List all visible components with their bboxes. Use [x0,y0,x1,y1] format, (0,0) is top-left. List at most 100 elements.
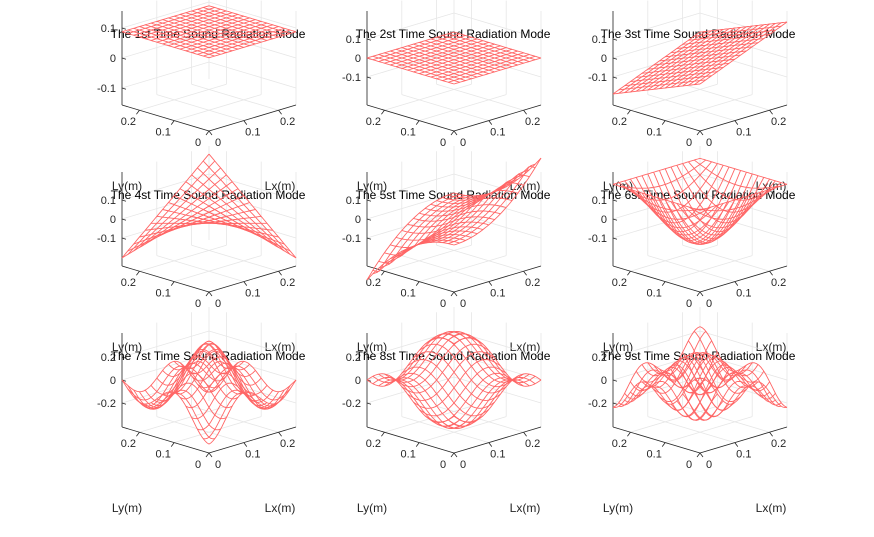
grid-line [139,405,227,433]
y-tick-label: 0.1 [401,449,416,461]
mesh-line [133,8,221,36]
mesh-line [191,26,279,54]
mesh-line [139,174,227,248]
grid-line [665,255,753,282]
y-tick-mark [136,270,140,276]
grid-line [630,83,718,111]
mesh-line [618,30,707,94]
mesh-line [133,389,221,431]
z-tick-label: 0 [601,375,607,387]
mesh-line [390,38,478,66]
x-tick-mark [699,452,704,458]
mesh-line [419,41,507,69]
x-tick-mark [769,270,773,276]
mesh-line [693,330,782,407]
grid-line [156,94,244,121]
z-tick-mark [612,218,618,221]
mesh-line [424,48,513,76]
grid-line [436,83,524,111]
mesh-line [641,364,730,418]
mesh-line [185,12,273,40]
x-axis-label: Lx(m) [756,340,787,354]
mesh-line [413,43,501,71]
mesh-line [179,13,268,41]
z-tick-label: 0.1 [101,23,116,35]
x-tick-mark [453,452,458,458]
mesh-line [682,23,770,87]
x-tick-label: 0 [460,298,466,310]
mesh-line [653,352,741,394]
x-axis-label: Lx(m) [265,501,296,515]
y-tick-mark [170,442,175,447]
mesh-line [202,160,291,255]
mesh-line [203,29,291,57]
y-tick-mark [661,442,666,447]
mesh-line [384,52,472,80]
mesh-line [191,10,279,38]
z-tick-label: 0.1 [101,195,116,207]
y-tick-mark [450,452,455,458]
grid-line [647,416,735,443]
surface-panel-4: 0.10-0.100.10.200.10.2Lx(m)Ly(m)The 4st … [97,146,306,354]
mesh-line [682,33,770,45]
mesh-line [448,33,536,61]
mesh-line [378,54,466,81]
mesh-line [618,79,706,91]
mesh-line [612,326,701,408]
mesh-line [378,331,466,381]
mesh-line [174,15,262,43]
z-tick-label: 0 [110,375,116,387]
mesh-line [191,362,279,410]
x-tick-label: 0 [706,298,712,310]
y-tick-mark [136,431,140,437]
mesh-line [430,189,518,208]
grid-line [665,94,753,121]
mesh-line [635,362,724,396]
y-axis-label: Ly(m) [357,340,387,354]
z-tick-label: 0.2 [592,352,607,364]
mesh-line [647,58,735,70]
mesh-line [630,352,718,397]
x-tick-mark [734,120,739,125]
z-tick-label: -0.1 [588,72,607,84]
grid-line [682,244,770,272]
x-axis-label: Lx(m) [265,340,296,354]
mesh-line [390,50,478,78]
mesh-line [150,13,239,41]
z-tick-mark [612,57,618,60]
z-tick-label: 0 [355,375,361,387]
grid-line [665,416,753,443]
x-tick-mark [208,130,213,136]
x-tick-mark [523,109,527,115]
mesh-line [418,366,507,417]
y-tick-label: 0.2 [612,438,627,450]
x-tick-mark [488,281,493,286]
x-tick-mark [453,130,458,136]
z-tick-mark [366,356,372,359]
mesh-line [699,157,788,185]
grid-line [630,405,718,433]
grid-line [682,83,770,111]
mesh-line [372,194,460,275]
x-tick-mark [734,281,739,286]
x-axis-line [453,104,542,132]
y-axis-line [366,426,455,454]
y-axis-label: Ly(m) [603,501,633,515]
mesh-line [366,57,455,85]
mesh-line [121,153,210,259]
x-tick-mark [769,431,773,437]
z-tick-label: -0.1 [342,72,361,84]
mesh-line [202,365,291,401]
y-tick-label: 0.1 [401,127,416,139]
y-tick-label: 0 [195,137,201,149]
mesh-line [179,22,268,50]
x-tick-label: 0.2 [525,277,540,289]
grid-line [419,416,507,443]
mesh-line [384,36,472,64]
x-tick-mark [278,270,282,276]
x-tick-mark [243,281,248,286]
mesh-line [407,351,495,401]
mesh-line [694,25,782,37]
z-tick-mark [121,87,127,90]
grid-line [647,255,735,282]
